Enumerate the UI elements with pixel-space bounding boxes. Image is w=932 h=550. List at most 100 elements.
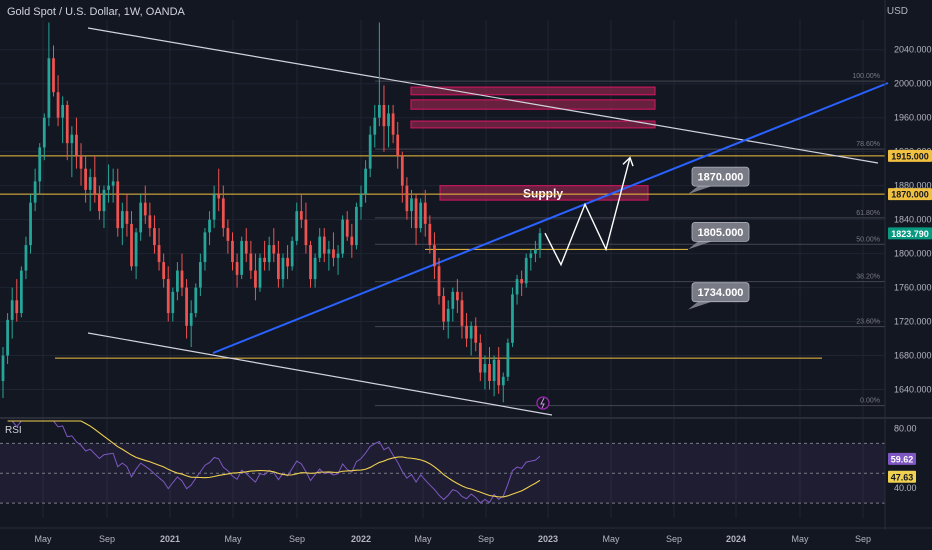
candle [520,270,524,297]
candle-body [231,240,234,263]
time-tick-label: 2024 [726,534,746,544]
candle-body [139,202,143,233]
candle [304,202,308,254]
candle [52,45,55,97]
candle-body [520,279,524,284]
candle [524,253,528,288]
price-callout[interactable]: 1870.000 [688,166,750,195]
rsi-value-bg [888,452,916,465]
candle-body [42,117,46,148]
candle-body [524,257,528,284]
callout-pointer [688,186,712,195]
candle [419,198,423,233]
candle [382,85,386,152]
callout-pointer [688,241,712,250]
supply-zone [410,86,656,96]
candle [171,287,175,322]
candle [534,240,537,263]
time-tick-label: Sep [99,534,115,544]
candle [501,372,505,403]
candle [56,75,60,127]
price-tag-text: 1823.790 [891,229,929,239]
rsi-ma-value-bg [888,470,916,483]
time-tick-label: May [791,534,809,544]
event-marker[interactable] [536,396,550,410]
candle-body [134,232,138,267]
candle [433,232,436,280]
callout-box [691,166,750,187]
candle-body [456,291,459,301]
trendline-support [212,82,889,354]
price-callout[interactable]: 1805.000 [688,221,750,250]
callout-text: 1805.000 [698,227,744,239]
candle [368,126,372,178]
candle [345,211,349,241]
time-tick-label: Sep [666,534,682,544]
candle-body [414,198,418,229]
candle [272,228,276,263]
candle [208,211,211,246]
price-tick-label: 1680.000 [894,351,932,361]
candle-body [332,249,335,258]
candle-body [437,266,441,297]
price-tick-label: 1840.000 [894,215,932,225]
candle-body [304,219,308,246]
fib-label: 61.80% [856,210,880,217]
price-callout[interactable]: 1734.000 [688,282,750,310]
candle-body [529,253,533,258]
candle [309,240,312,288]
candle [162,253,166,288]
candle [139,194,143,241]
candle-body [116,181,120,229]
rsi-tick-label: 80.00 [894,423,917,433]
candle [254,253,257,301]
price-tick-label: 2040.000 [894,45,932,55]
candle-body [102,189,106,212]
candle [290,236,294,271]
candle-body [318,236,322,258]
candle-body [419,202,423,229]
candle-body [120,211,124,229]
symbol-title[interactable]: Gold Spot / U.S. Dollar, 1W, OANDA [7,6,185,18]
candle-body [267,245,271,263]
candle-body [492,359,496,382]
candle-body [355,206,358,246]
fib-label: 38.20% [856,274,880,281]
candle-body [235,262,239,275]
candle [42,113,46,161]
candle-body [107,185,110,190]
candle [125,194,129,237]
candle [327,240,331,271]
candle-body [364,168,367,195]
price-tag-bg [888,227,932,240]
candle [299,194,303,229]
candle-body [171,291,175,314]
candle [93,155,97,203]
candle [396,121,400,169]
candle-body [368,134,372,169]
candle-body [249,253,253,271]
candle-body [313,257,317,280]
candle-body [442,296,445,322]
candle [189,300,193,348]
candle-body [483,364,487,373]
rsi-label[interactable]: RSI [5,425,22,436]
candle [281,253,285,288]
candle-body [534,249,537,254]
callout-box [691,282,750,303]
candle [377,22,381,127]
candle-body [511,294,514,343]
candle [451,287,455,322]
price-tick-label: 1800.000 [894,249,932,259]
candle-body [377,104,381,118]
time-tick-label: May [602,534,620,544]
time-tick-label: May [224,534,242,544]
candle-body [373,117,377,135]
candle-body [111,181,115,186]
candle-body [281,257,285,280]
candle [263,240,266,271]
candle-body [180,270,184,288]
candle [75,117,78,169]
candle-body [327,249,331,254]
